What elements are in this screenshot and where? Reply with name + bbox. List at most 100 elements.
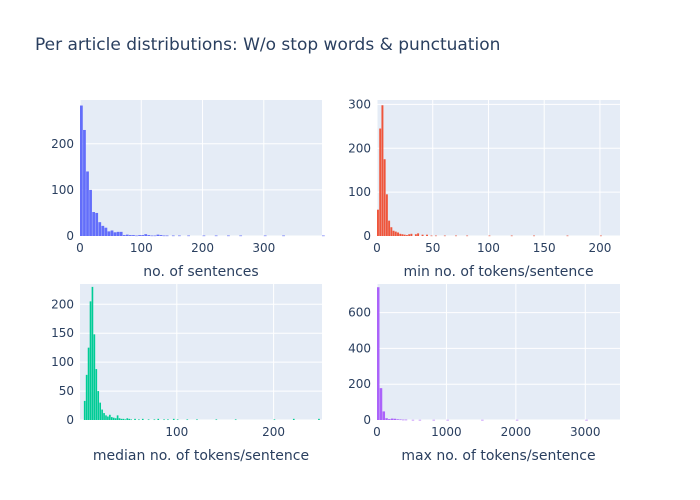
y-tick-label: 200 [348, 141, 371, 155]
x-tick-label: 0 [373, 425, 381, 439]
histogram-bar [141, 235, 145, 236]
histogram-bar [153, 235, 157, 237]
x-tick-label: 100 [165, 425, 188, 439]
y-tick-label: 200 [348, 377, 371, 391]
subplot-min-tokens-histogram: 0 100 200 300 0 50 100 150 200 min no. of tokens/… [348, 97, 620, 280]
histogram-bar [129, 235, 132, 236]
subplot-median-tokens-histogram: 0 50 100 150 200 100 200 median no. of tokens/s… [51, 284, 322, 464]
histogram-bar [134, 418, 136, 420]
histogram-bar [488, 235, 491, 237]
histogram-bar [401, 234, 404, 236]
histogram-bar [89, 189, 92, 236]
histogram-bar [186, 419, 189, 421]
histogram-bar [318, 418, 320, 420]
histogram-bar [93, 334, 96, 420]
x-tick-label: 1000 [431, 425, 462, 439]
x-tick-label: 0 [76, 241, 84, 255]
histogram-bar [112, 417, 115, 420]
histogram-bar [167, 419, 169, 421]
x-tick-label: 0 [373, 241, 381, 255]
histogram-bar [377, 287, 380, 420]
histogram-bar [403, 234, 406, 236]
histogram-bar [379, 128, 382, 236]
histogram-bar [153, 419, 156, 421]
histogram-bar [110, 417, 113, 420]
histogram-bar [377, 209, 379, 236]
histogram-bar [381, 105, 384, 236]
histogram-bar [417, 233, 420, 236]
histogram-bar [87, 347, 90, 420]
plot-area [377, 284, 620, 420]
histogram-bar [122, 235, 126, 236]
histogram-bar [455, 235, 457, 237]
histogram-bar [599, 235, 602, 237]
histogram-bar [388, 419, 391, 420]
x-tick-label: 150 [533, 241, 556, 255]
histogram-bar [147, 235, 151, 236]
histogram-bar [401, 419, 405, 421]
histogram-bar [147, 419, 150, 421]
histogram-bar [138, 419, 140, 421]
x-axis-title: median no. of tokens/sentence [93, 448, 309, 464]
histogram-bar [585, 419, 588, 421]
subplot-sentences-histogram: 0 100 200 0 100 200 300 no. of sentences [51, 100, 325, 280]
histogram-bar [399, 419, 402, 421]
y-tick-label: 0 [66, 413, 74, 427]
histogram-bar [382, 411, 386, 420]
histogram-bar [443, 235, 446, 237]
x-tick-label: 3000 [570, 425, 601, 439]
histogram-bar [118, 418, 121, 420]
histogram-bar [390, 227, 393, 236]
histogram-bar [157, 418, 160, 420]
histogram-bar [421, 234, 424, 236]
histogram-bar [85, 374, 88, 420]
histogram-bar [202, 235, 206, 237]
histogram-bar [214, 235, 218, 237]
histogram-bar [86, 171, 89, 236]
y-tick-label: 400 [348, 341, 371, 355]
histogram-bar [172, 418, 175, 420]
histogram-bar [89, 301, 92, 420]
histogram-bar [125, 234, 129, 236]
histogram-bar [466, 235, 469, 237]
histogram-bar [215, 419, 218, 421]
y-tick-label: 200 [51, 297, 74, 311]
histogram-bar [105, 415, 107, 420]
histogram-bar [410, 233, 413, 236]
histogram-bar [141, 418, 144, 420]
histogram-bar [446, 419, 449, 421]
x-tick-label: 50 [425, 241, 440, 255]
histogram-bar [282, 235, 285, 237]
histogram-bar [385, 418, 388, 420]
histogram-bar [405, 235, 408, 236]
histogram-bar [178, 235, 181, 237]
x-tick-label: 200 [191, 241, 214, 255]
histogram-bar [156, 234, 160, 236]
y-tick-label: 600 [348, 306, 371, 320]
histogram-bar [322, 235, 325, 237]
histogram-bar [533, 235, 535, 237]
histogram-bar [481, 419, 484, 421]
histogram-bar [114, 418, 117, 420]
y-tick-label: 50 [59, 384, 74, 398]
histogram-bar [414, 234, 417, 236]
histogram-bar [103, 413, 105, 420]
histogram-bar [91, 286, 94, 420]
histogram-bar [130, 419, 132, 421]
figure-title: Per article distributions: W/o stop word… [35, 35, 500, 55]
histogram-bar [104, 227, 108, 236]
subplot-max-tokens-histogram: 0 200 400 600 0 1000 2000 3000 max no. of tokens… [348, 284, 620, 464]
histogram-bar [101, 225, 105, 236]
x-tick-label: 100 [130, 241, 153, 255]
histogram-bar [397, 232, 399, 236]
histogram-bar [411, 419, 415, 421]
histogram-bar [510, 235, 513, 237]
histogram-bar [150, 235, 154, 237]
histogram-bar [430, 235, 433, 237]
histogram-bar [163, 419, 165, 421]
histogram-bar [124, 419, 127, 421]
histogram-bar [393, 418, 397, 420]
histogram-bar [119, 231, 123, 236]
